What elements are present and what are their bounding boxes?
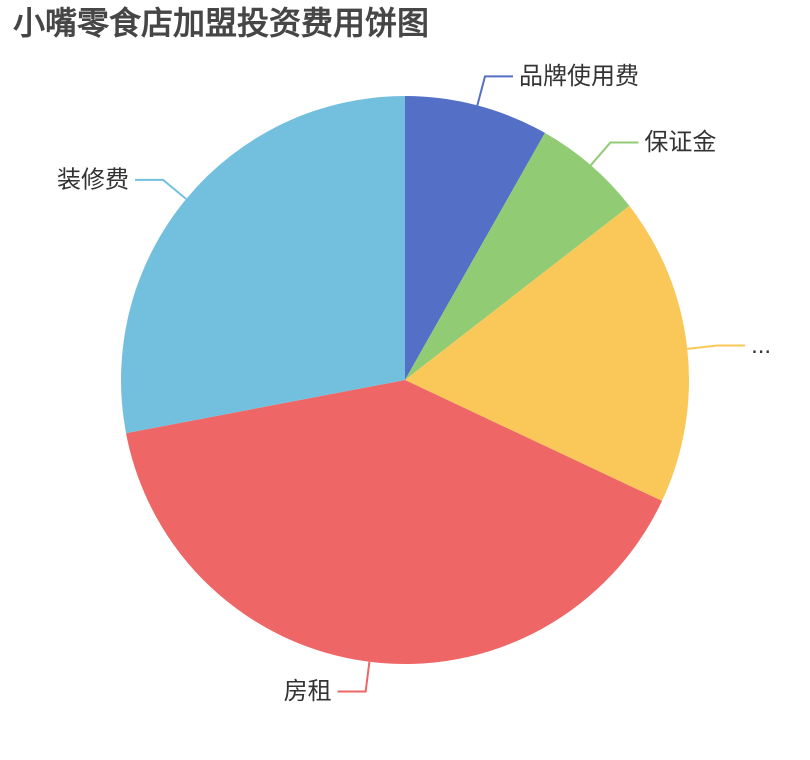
- pie-slice-2[interactable]: [405, 132, 630, 380]
- slice-label: 房租: [284, 678, 332, 705]
- pie-slice-5[interactable]: [120, 96, 406, 434]
- slice-label: ...: [751, 332, 771, 359]
- label-line: [135, 178, 187, 200]
- slice-label: 保证金: [644, 129, 716, 156]
- label-line: [687, 344, 746, 350]
- chart-title: 小嘴零食店加盟投资费用饼图: [13, 5, 430, 41]
- label-line: [337, 661, 371, 693]
- slice-label: 品牌使用费: [519, 63, 639, 90]
- pie-slice-3[interactable]: [405, 205, 689, 501]
- slice-label: 装修费: [57, 166, 129, 193]
- pie-slice-1[interactable]: [405, 96, 545, 380]
- label-line: [476, 75, 513, 106]
- pie-slice-4[interactable]: [126, 380, 662, 664]
- label-line: [590, 141, 639, 166]
